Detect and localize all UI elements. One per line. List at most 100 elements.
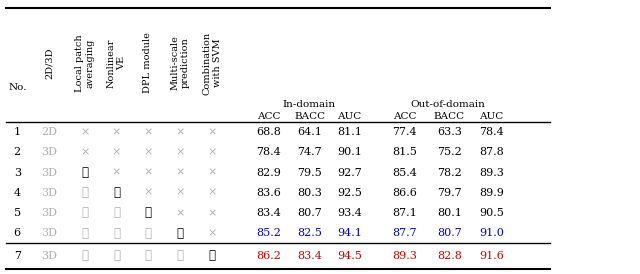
Text: BACC: BACC — [294, 112, 325, 121]
Text: 89.3: 89.3 — [479, 167, 504, 178]
Text: AUC: AUC — [479, 112, 504, 121]
Text: 81.1: 81.1 — [337, 127, 362, 137]
Text: 80.7: 80.7 — [298, 208, 322, 218]
Text: ×: × — [143, 127, 152, 137]
Text: No.: No. — [8, 83, 26, 92]
Text: 80.7: 80.7 — [437, 228, 461, 238]
Text: 68.8: 68.8 — [257, 127, 281, 137]
Text: 82.9: 82.9 — [257, 167, 281, 178]
Text: 3D: 3D — [41, 188, 58, 198]
Text: 85.4: 85.4 — [392, 167, 417, 178]
Text: DPL module: DPL module — [143, 33, 152, 93]
Text: 89.9: 89.9 — [479, 188, 504, 198]
Text: 87.8: 87.8 — [479, 147, 504, 157]
Text: 2D/3D: 2D/3D — [45, 47, 54, 79]
Text: ×: × — [112, 167, 121, 178]
Text: Nonlinear
VE: Nonlinear VE — [107, 38, 126, 88]
Text: 94.1: 94.1 — [337, 228, 362, 238]
Text: ×: × — [207, 228, 216, 238]
Text: 64.1: 64.1 — [298, 127, 322, 137]
Text: ✓: ✓ — [209, 249, 215, 262]
Text: 6: 6 — [13, 228, 21, 238]
Text: 3: 3 — [13, 167, 21, 178]
Text: 86.2: 86.2 — [257, 251, 281, 261]
Text: ×: × — [207, 208, 216, 218]
Text: Combination
with SVM: Combination with SVM — [202, 32, 221, 95]
Text: 5: 5 — [13, 208, 21, 218]
Text: ✓: ✓ — [82, 166, 88, 179]
Text: ✓: ✓ — [145, 207, 151, 219]
Text: Multi-scale
prediction: Multi-scale prediction — [170, 36, 189, 90]
Text: ✓: ✓ — [145, 227, 151, 240]
Text: 81.5: 81.5 — [392, 147, 417, 157]
Text: 3D: 3D — [41, 208, 58, 218]
Text: 91.0: 91.0 — [479, 228, 504, 238]
Text: ×: × — [81, 147, 90, 157]
Text: ✓: ✓ — [113, 249, 120, 262]
Text: 83.4: 83.4 — [257, 208, 281, 218]
Text: 92.7: 92.7 — [337, 167, 362, 178]
Text: ✓: ✓ — [145, 249, 151, 262]
Text: ×: × — [143, 167, 152, 178]
Text: 74.7: 74.7 — [298, 147, 322, 157]
Text: ×: × — [175, 208, 184, 218]
Text: 89.3: 89.3 — [392, 251, 417, 261]
Text: 80.1: 80.1 — [437, 208, 461, 218]
Text: 1: 1 — [13, 127, 21, 137]
Text: ×: × — [175, 167, 184, 178]
Text: ×: × — [207, 147, 216, 157]
Text: 92.5: 92.5 — [337, 188, 362, 198]
Text: 7: 7 — [14, 251, 20, 261]
Text: 78.4: 78.4 — [479, 127, 504, 137]
Text: ×: × — [207, 167, 216, 178]
Text: 75.2: 75.2 — [437, 147, 461, 157]
Text: 91.6: 91.6 — [479, 251, 504, 261]
Text: ✓: ✓ — [82, 249, 88, 262]
Text: 78.4: 78.4 — [257, 147, 281, 157]
Text: 82.8: 82.8 — [437, 251, 461, 261]
Text: ×: × — [175, 127, 184, 137]
Text: ✓: ✓ — [113, 186, 120, 199]
Text: 79.7: 79.7 — [437, 188, 461, 198]
Text: ×: × — [207, 127, 216, 137]
Text: ✓: ✓ — [177, 249, 183, 262]
Text: 90.1: 90.1 — [337, 147, 362, 157]
Text: 80.3: 80.3 — [298, 188, 322, 198]
Text: 3D: 3D — [41, 167, 58, 178]
Text: 93.4: 93.4 — [337, 208, 362, 218]
Text: 4: 4 — [13, 188, 21, 198]
Text: 85.2: 85.2 — [257, 228, 281, 238]
Text: ×: × — [81, 127, 90, 137]
Text: 87.7: 87.7 — [392, 228, 417, 238]
Text: 79.5: 79.5 — [298, 167, 322, 178]
Text: 94.5: 94.5 — [337, 251, 362, 261]
Text: ×: × — [175, 147, 184, 157]
Text: ACC: ACC — [393, 112, 416, 121]
Text: 77.4: 77.4 — [392, 127, 417, 137]
Text: 86.6: 86.6 — [392, 188, 417, 198]
Text: ×: × — [112, 127, 121, 137]
Text: ✓: ✓ — [113, 227, 120, 240]
Text: ✓: ✓ — [113, 207, 120, 219]
Text: AUC: AUC — [337, 112, 362, 121]
Text: ×: × — [175, 188, 184, 198]
Text: In-domain: In-domain — [282, 100, 336, 109]
Text: 78.2: 78.2 — [437, 167, 461, 178]
Text: 83.6: 83.6 — [257, 188, 281, 198]
Text: 2: 2 — [13, 147, 21, 157]
Text: ✓: ✓ — [82, 227, 88, 240]
Text: 3D: 3D — [41, 251, 58, 261]
Text: ✓: ✓ — [82, 186, 88, 199]
Text: 83.4: 83.4 — [298, 251, 322, 261]
Text: ×: × — [143, 188, 152, 198]
Text: ×: × — [112, 147, 121, 157]
Text: 3D: 3D — [41, 147, 58, 157]
Text: 87.1: 87.1 — [392, 208, 417, 218]
Text: 90.5: 90.5 — [479, 208, 504, 218]
Text: BACC: BACC — [434, 112, 465, 121]
Text: 63.3: 63.3 — [437, 127, 461, 137]
Text: Local patch
averaging: Local patch averaging — [76, 34, 95, 92]
Text: Out-of-domain: Out-of-domain — [411, 100, 485, 109]
Text: ✓: ✓ — [82, 207, 88, 219]
Text: ×: × — [143, 147, 152, 157]
